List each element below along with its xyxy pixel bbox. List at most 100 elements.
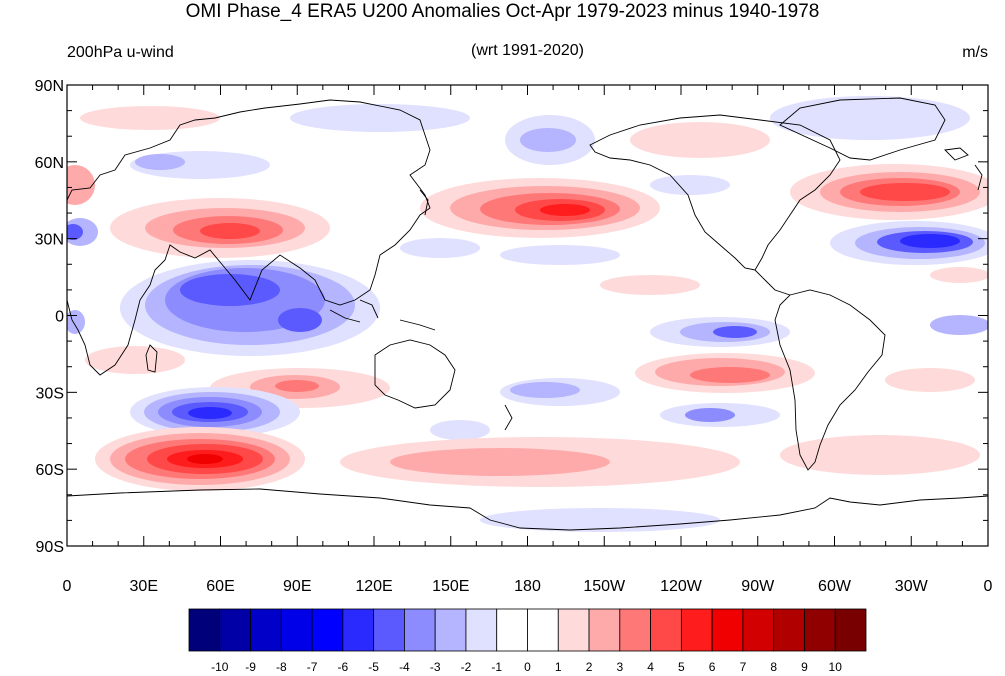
anomaly-negative xyxy=(510,382,580,398)
colorbar-label: 9 xyxy=(801,660,808,674)
colorbar-swatch xyxy=(311,608,344,652)
colorbar-label: -4 xyxy=(399,660,410,674)
figure-title: OMI Phase_4 ERA5 U200 Anomalies Oct-Apr … xyxy=(185,1,820,22)
coastline-madagascar xyxy=(145,344,158,373)
colorbar-swatch xyxy=(557,608,590,652)
colorbar-swatch xyxy=(465,608,498,652)
anomaly-positive xyxy=(690,367,770,383)
lon-tick-label: 150E xyxy=(432,578,469,595)
colorbar-swatch xyxy=(434,608,467,652)
lat-tick-label: 0 xyxy=(55,309,64,326)
colorbar: -10 -9 -8 -7 -6 -5 -4 -3 -2 -1 0 1 2 3 4 5 6 7 8 9 10 xyxy=(188,608,867,674)
lon-tick-label: 0 xyxy=(63,578,72,595)
anomaly-positive xyxy=(80,106,220,130)
anomaly-positive xyxy=(67,165,95,205)
anomaly-negative xyxy=(500,245,620,265)
colorbar-label: 1 xyxy=(555,660,562,674)
lon-tick-label: 120W xyxy=(660,578,703,595)
colorbar-swatch xyxy=(711,608,744,652)
coastline-indonesia xyxy=(329,309,361,323)
colorbar-label: -6 xyxy=(338,660,349,674)
colorbar-swatch xyxy=(342,608,375,652)
reference-period-label: (wrt 1991-2020) xyxy=(471,42,584,59)
anomaly-positive xyxy=(275,380,319,392)
anomaly-positive xyxy=(85,346,185,374)
lat-tick-label: 60N xyxy=(35,155,64,172)
anomaly-negative xyxy=(400,238,480,258)
colorbar-label: 10 xyxy=(829,660,843,674)
anomaly-negative xyxy=(930,315,988,335)
coastline-north-america xyxy=(589,114,841,271)
coastline-japan xyxy=(419,189,429,216)
colorbar-swatch xyxy=(404,608,436,652)
lat-tick-label: 90N xyxy=(35,78,64,95)
anomaly-negative xyxy=(520,128,576,152)
anomaly-negative xyxy=(480,508,720,532)
anomaly-positive xyxy=(630,122,770,158)
lon-tick-label: 60W xyxy=(818,578,852,595)
lat-tick-label: 30N xyxy=(35,232,64,249)
colorbar-swatch xyxy=(773,608,805,652)
anomaly-positive xyxy=(930,267,988,283)
coastline-antarctica xyxy=(67,488,988,531)
lon-tick-label: 90W xyxy=(741,578,775,595)
colorbar-label: -9 xyxy=(245,660,256,674)
coastline-iceland xyxy=(944,147,969,161)
lon-tick-label: 30E xyxy=(130,578,158,595)
anomaly-positive xyxy=(187,454,223,464)
anomaly-negative xyxy=(188,407,232,419)
anomaly-negative xyxy=(290,104,470,132)
colorbar-swatch xyxy=(188,608,221,652)
lat-tick-label: 60S xyxy=(36,462,64,479)
anomaly-negative xyxy=(770,96,970,140)
colorbar-swatch xyxy=(619,608,651,652)
lon-tick-label: 0 xyxy=(984,578,993,595)
colorbar-label: -10 xyxy=(211,660,229,674)
units-label: m/s xyxy=(962,44,988,61)
anomaly-positive xyxy=(540,204,590,216)
anomaly-positive xyxy=(200,223,260,239)
coastline-new-zealand xyxy=(504,404,513,431)
colorbar-swatch xyxy=(650,608,682,652)
lon-tick-label: 120E xyxy=(355,578,392,595)
colorbar-swatch xyxy=(834,608,867,652)
colorbar-label: -1 xyxy=(491,660,502,674)
coastline-greenland xyxy=(779,97,946,161)
colorbar-label: -8 xyxy=(276,660,287,674)
coastline-borneo xyxy=(359,299,379,319)
lat-tick-label: 90S xyxy=(36,539,64,556)
colorbar-swatch xyxy=(250,608,282,652)
coastline-south-america xyxy=(774,289,886,471)
lon-tick-label: 150W xyxy=(583,578,626,595)
coastline-central-america xyxy=(754,269,791,296)
colorbar-label: 7 xyxy=(740,660,747,674)
anomaly-negative xyxy=(430,420,490,440)
coastline-british-isles xyxy=(974,164,983,191)
anomaly-positive xyxy=(780,435,980,475)
colorbar-swatch xyxy=(496,608,528,652)
colorbar-label: 8 xyxy=(770,660,777,674)
anomaly-positive xyxy=(860,183,950,201)
anomaly-positive xyxy=(390,448,610,476)
anomaly-positive xyxy=(600,275,700,295)
anomaly-negative xyxy=(650,175,730,195)
axis-labels: 90N 60N 30N 0 30S 60S 90S 0 30E 60E 90E 120E 150E 180… xyxy=(35,78,993,595)
anomaly-negative xyxy=(900,234,960,248)
colorbar-swatch xyxy=(527,608,559,652)
colorbar-label: -7 xyxy=(307,660,318,674)
anomaly-negative xyxy=(135,154,185,170)
coastline-new-guinea xyxy=(399,319,436,331)
variable-label: 200hPa u-wind xyxy=(67,44,174,61)
colorbar-label: 3 xyxy=(616,660,623,674)
colorbar-swatch xyxy=(588,608,621,652)
colorbar-swatch xyxy=(680,608,713,652)
colorbar-label: 2 xyxy=(586,660,593,674)
anomaly-positive xyxy=(885,368,975,392)
colorbar-label: 6 xyxy=(709,660,716,674)
colorbar-swatch xyxy=(373,608,405,652)
colorbar-label: 0 xyxy=(524,660,531,674)
lon-tick-label: 30W xyxy=(895,578,929,595)
coastlines xyxy=(67,97,988,531)
coastline-australia xyxy=(374,339,456,409)
